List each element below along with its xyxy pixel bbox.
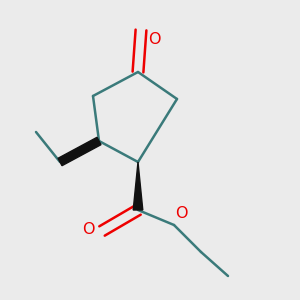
Text: O: O bbox=[82, 222, 94, 237]
Polygon shape bbox=[58, 137, 101, 166]
Polygon shape bbox=[133, 162, 143, 210]
Text: O: O bbox=[176, 206, 188, 220]
Text: O: O bbox=[148, 32, 161, 46]
